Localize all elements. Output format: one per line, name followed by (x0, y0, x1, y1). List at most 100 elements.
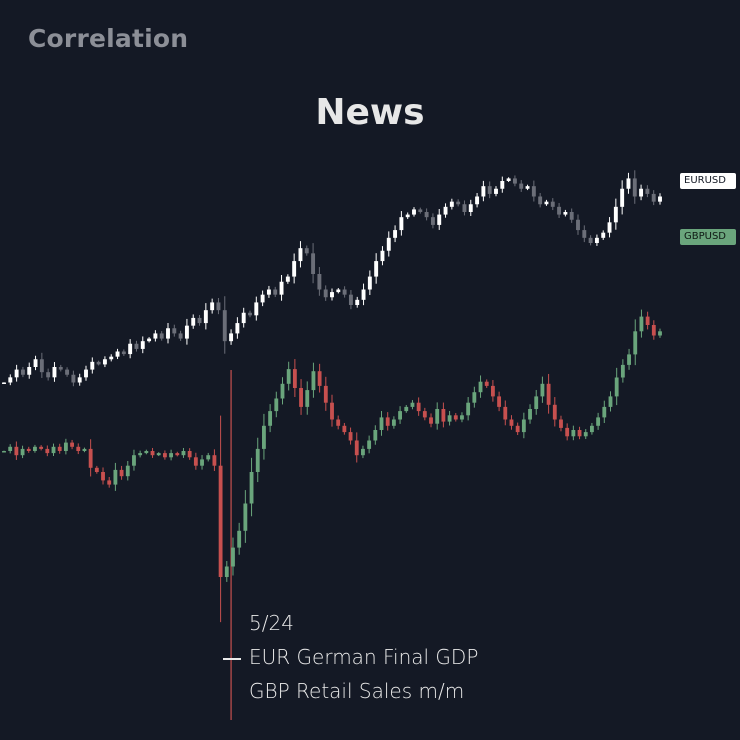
eurusd-candle (550, 201, 555, 207)
eurusd-candle (443, 206, 448, 215)
gbpusd-candle (614, 377, 619, 397)
gbpusd-candle (187, 451, 192, 458)
gbpusd-candle (559, 419, 563, 428)
gbpusd-candle (2, 451, 6, 453)
eurusd-candle (512, 178, 517, 184)
gbpusd-candle (460, 415, 464, 420)
eurusd-candle (20, 369, 25, 375)
eurusd-candle (330, 292, 334, 298)
gbpusd-candle (528, 409, 532, 420)
gbpusd-candle (453, 415, 458, 420)
gbpusd-candle (608, 396, 613, 407)
gbpusd-candle (63, 442, 68, 451)
gbpusd-candle (336, 419, 341, 426)
gbpusd-candle (577, 430, 582, 437)
gbpusd-candle (262, 425, 266, 449)
eurusd-candle (153, 333, 158, 339)
event-gbp-title: GBP Retail Sales m/m (249, 679, 465, 703)
gbpusd-candle (305, 390, 310, 407)
eurusd-candle (147, 338, 152, 342)
gbpusd-candle (590, 425, 594, 433)
gbpusd-candle (162, 453, 167, 458)
eurusd-candle (191, 317, 196, 326)
gbpusd-candle (280, 383, 285, 399)
gbpusd-candle (627, 354, 631, 365)
eurusd-candle (197, 317, 202, 324)
eurusd-candle (178, 333, 183, 339)
gbpusd-candle (113, 469, 118, 485)
eurusd-candle (128, 343, 133, 355)
gbpusd-candle (546, 383, 551, 405)
eurusd-candle (632, 178, 637, 197)
eurusd-candle (266, 289, 271, 295)
eurusd-candle (405, 214, 410, 218)
gbpusd-candle (515, 425, 520, 433)
event-date: 5/24 (249, 611, 294, 635)
eurusd-candle (159, 333, 164, 339)
gbpusd-candle (596, 417, 601, 426)
eurusd-candle (14, 369, 19, 378)
gbpusd-candle (534, 396, 539, 409)
eurusd-candle (33, 359, 38, 367)
gbpusd-candle (509, 419, 514, 426)
eurusd-candle (468, 204, 473, 212)
eurusd-candle (361, 289, 366, 300)
gbpusd-candle (602, 406, 607, 418)
eurusd-candle (248, 312, 252, 316)
eurusd-candle (607, 222, 612, 233)
gbpusd-candle (472, 392, 477, 403)
eurusd-candle (323, 289, 328, 298)
eurusd-candle (601, 232, 606, 238)
gbpusd-candle (224, 566, 229, 577)
eurusd-candle (2, 382, 6, 384)
eurusd-candle (588, 237, 593, 243)
eurusd-candle (84, 369, 88, 378)
eurusd-candle (374, 261, 379, 277)
eurusd-candle (273, 289, 278, 295)
gbpusd-candle (651, 325, 656, 336)
eurusd-candle (456, 201, 461, 205)
gbpusd-candle (565, 427, 570, 437)
gbpusd-candle (410, 402, 415, 407)
gbpusd-candle (361, 448, 365, 456)
eurusd-candle (519, 183, 524, 189)
gbpusd-candle (33, 446, 37, 451)
gbpusd-candle (231, 547, 235, 567)
eurusd-candle (317, 274, 322, 290)
gbpusd-candle (391, 419, 396, 426)
gbpusd-candle (175, 453, 180, 456)
gbpusd-candle (441, 409, 446, 422)
gbpusd-candle (435, 409, 440, 424)
eurusd-candle (342, 289, 347, 295)
eurusd-candle (412, 209, 416, 215)
gbpusd-candle (540, 383, 545, 397)
gbpusd-candle (206, 455, 211, 460)
gbpusd-candle (292, 369, 297, 388)
gbpusd-candle (373, 430, 378, 441)
eurusd-candle (304, 248, 309, 254)
eurusd-candle (386, 237, 391, 251)
eurusd-candle (569, 212, 574, 220)
gbpusd-candle (249, 472, 254, 504)
gbpusd-candle (466, 402, 471, 416)
gbpusd-candle (200, 459, 204, 466)
gbpusd-candle (620, 364, 625, 378)
eurusd-candle (557, 206, 562, 215)
gbpusd-candle (422, 411, 427, 418)
gbpusd-candle (237, 530, 242, 548)
gbpusd-candle (76, 446, 81, 451)
eurusd-candle (210, 302, 215, 311)
gbpusd-candle (255, 448, 260, 472)
gbpusd-candle (70, 442, 74, 447)
event-legend-dash (223, 658, 241, 660)
eurusd-candle (563, 212, 568, 215)
eurusd-candle (52, 367, 57, 378)
eurusd-candle (449, 201, 454, 207)
gbpusd-candle (274, 398, 279, 412)
gbpusd-candle (447, 415, 452, 422)
gbpusd-candle (311, 371, 316, 391)
eurusd-candle (651, 193, 656, 202)
gbpusd-candle (125, 465, 130, 477)
gbpusd-candle (8, 446, 13, 451)
